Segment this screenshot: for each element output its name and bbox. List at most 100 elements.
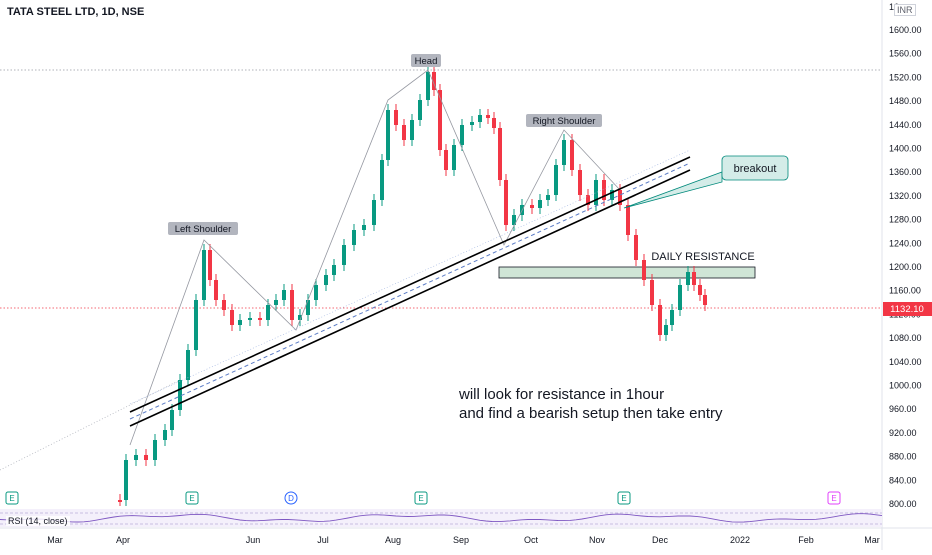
price-tick-label: 1160.00 [889,286,921,296]
candle [282,284,286,306]
price-tick-label: 1480.00 [889,96,922,106]
head-shoulders-pattern[interactable] [129,69,621,446]
time-tick-label: Apr [116,535,130,545]
channel-lower-line[interactable] [129,169,691,427]
candle [432,66,436,96]
event-marker-letter: E [189,494,194,503]
candle [610,184,614,206]
time-tick-label: Jun [246,535,261,545]
candle [538,194,542,214]
price-tick-label: 800.00 [889,499,917,509]
candle [546,189,550,206]
candle [402,119,406,146]
event-marker-letter: E [831,494,836,503]
daily-resistance-label[interactable]: DAILY RESISTANCE [651,251,754,263]
currency-badge[interactable]: INR [894,4,916,16]
time-tick-label: Mar [864,535,880,545]
candle [438,84,442,156]
note-line-2[interactable]: and find a bearish setup then take entry [459,405,723,422]
candle [470,116,474,131]
candle [578,164,582,201]
event-marker[interactable]: E [617,491,631,505]
candle [372,194,376,231]
last-price-badge [883,302,932,316]
breakout-label: breakout [734,163,777,175]
symbol-title[interactable]: TATA STEEL LTD, 1D, NSE [7,6,145,18]
candle [144,449,148,466]
candle [214,274,218,306]
last-price-value: 1132.10 [890,304,924,315]
candle [642,254,646,286]
event-marker[interactable]: D [284,491,298,505]
candle [208,244,212,286]
candle [352,224,356,251]
candle [554,159,558,201]
right-shoulder-label[interactable]: Right Shoulder [533,116,596,127]
candle [426,66,430,106]
candle [118,494,122,506]
candle [418,94,422,126]
time-tick-label: Oct [524,535,539,545]
candle [460,119,464,151]
candle [602,174,606,206]
price-tick-label: 920.00 [889,428,917,438]
event-marker[interactable]: E [414,491,428,505]
candle [486,109,490,124]
price-tick-label: 1440.00 [889,120,922,130]
candle [664,319,668,341]
head-label[interactable]: Head [415,56,438,67]
candle [498,122,502,186]
channel-upper-line[interactable] [129,156,691,413]
candle [444,144,448,176]
candle [324,269,328,291]
candle [703,289,707,311]
candle [306,294,310,321]
price-axis[interactable]: 1600.00 1560.00 1520.00 1480.00 1440.00 1400.… [889,25,922,509]
time-tick-label: Sep [453,535,469,545]
event-marker[interactable]: E [827,491,841,505]
left-shoulder-label[interactable]: Left Shoulder [175,224,232,235]
right-shoulder-label-bg [526,114,602,127]
channel-midline [129,162,691,420]
candlestick-series [118,66,707,506]
breakout-callout-box[interactable] [721,155,789,181]
candle [194,294,198,356]
event-marker-letter: E [621,494,626,503]
price-tick-label: 1240.00 [889,238,922,248]
candle [266,299,270,326]
candle [386,104,390,166]
head-label-bg [411,54,441,67]
candle [290,284,294,326]
candle [222,294,226,316]
candle [650,274,654,311]
price-tick-label: 1600.00 [889,25,922,35]
candle [686,266,690,291]
candle [692,266,696,291]
event-marker[interactable]: E [185,491,199,505]
candle [562,134,566,171]
candle [452,139,456,176]
candle [594,174,598,211]
candle [586,189,590,211]
time-axis[interactable]: Mar Apr Jun Jul Aug Sep Oct Nov Dec 2022 Feb Mar [47,535,880,545]
daily-resistance-zone[interactable] [498,266,756,279]
note-line-1[interactable]: will look for resistance in 1hour [458,386,664,403]
event-marker[interactable]: E [5,491,19,505]
event-marker-letter: E [418,494,423,503]
candle [230,304,234,331]
price-tick-label: 840.00 [889,475,917,485]
time-tick-label: Mar [47,535,63,545]
candle [670,304,674,331]
price-tick-label: 880.00 [889,452,917,462]
candle [238,314,242,331]
pattern-outline [129,69,621,446]
price-tick-label: 1200.00 [889,262,922,272]
rsi-pane[interactable] [0,509,882,527]
candle [634,229,638,266]
rsi-indicator-label[interactable]: RSI (14, close) [6,516,70,526]
price-tick-label: 1320.00 [889,191,922,201]
price-tick-label: 1360.00 [889,167,922,177]
